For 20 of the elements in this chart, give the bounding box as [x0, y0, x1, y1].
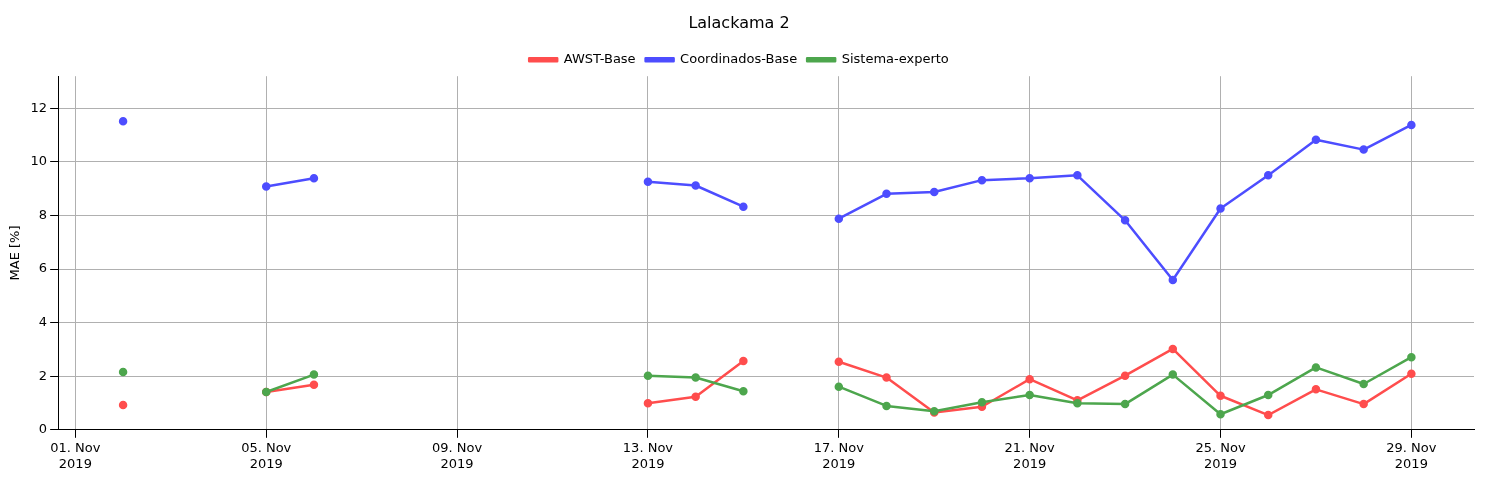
x-tick-label: 05. Nov 2019 [241, 439, 292, 471]
y-tick-label: 12 [30, 99, 48, 115]
y-axis-title: MAE [%] [7, 225, 23, 281]
x-tick-label: 13. Nov 2019 [622, 439, 674, 471]
chart-title: Lalackama 2 [688, 12, 790, 32]
x-tick-label: 01. Nov 2019 [50, 439, 101, 471]
legend-label: Coordinados-Base [680, 51, 798, 67]
x-tick-label: 25. Nov 2019 [1195, 439, 1246, 471]
x-tick-label: 29. Nov 2019 [1386, 439, 1437, 471]
legend-label: AWST-Base [563, 51, 636, 67]
y-tick-label: 2 [38, 367, 48, 383]
y-tick-label: 0 [38, 421, 48, 437]
y-tick-label: 10 [30, 153, 48, 169]
x-tick-label: 17. Nov 2019 [813, 439, 865, 471]
x-tick-label: 09. Nov 2019 [431, 439, 483, 471]
y-tick-label: 8 [38, 206, 48, 222]
y-tick-label: 4 [38, 314, 48, 330]
y-tick-label: 6 [38, 260, 48, 276]
legend-label: Sistema-experto [841, 51, 949, 67]
x-tick-label: 21. Nov 2019 [1004, 439, 1056, 471]
